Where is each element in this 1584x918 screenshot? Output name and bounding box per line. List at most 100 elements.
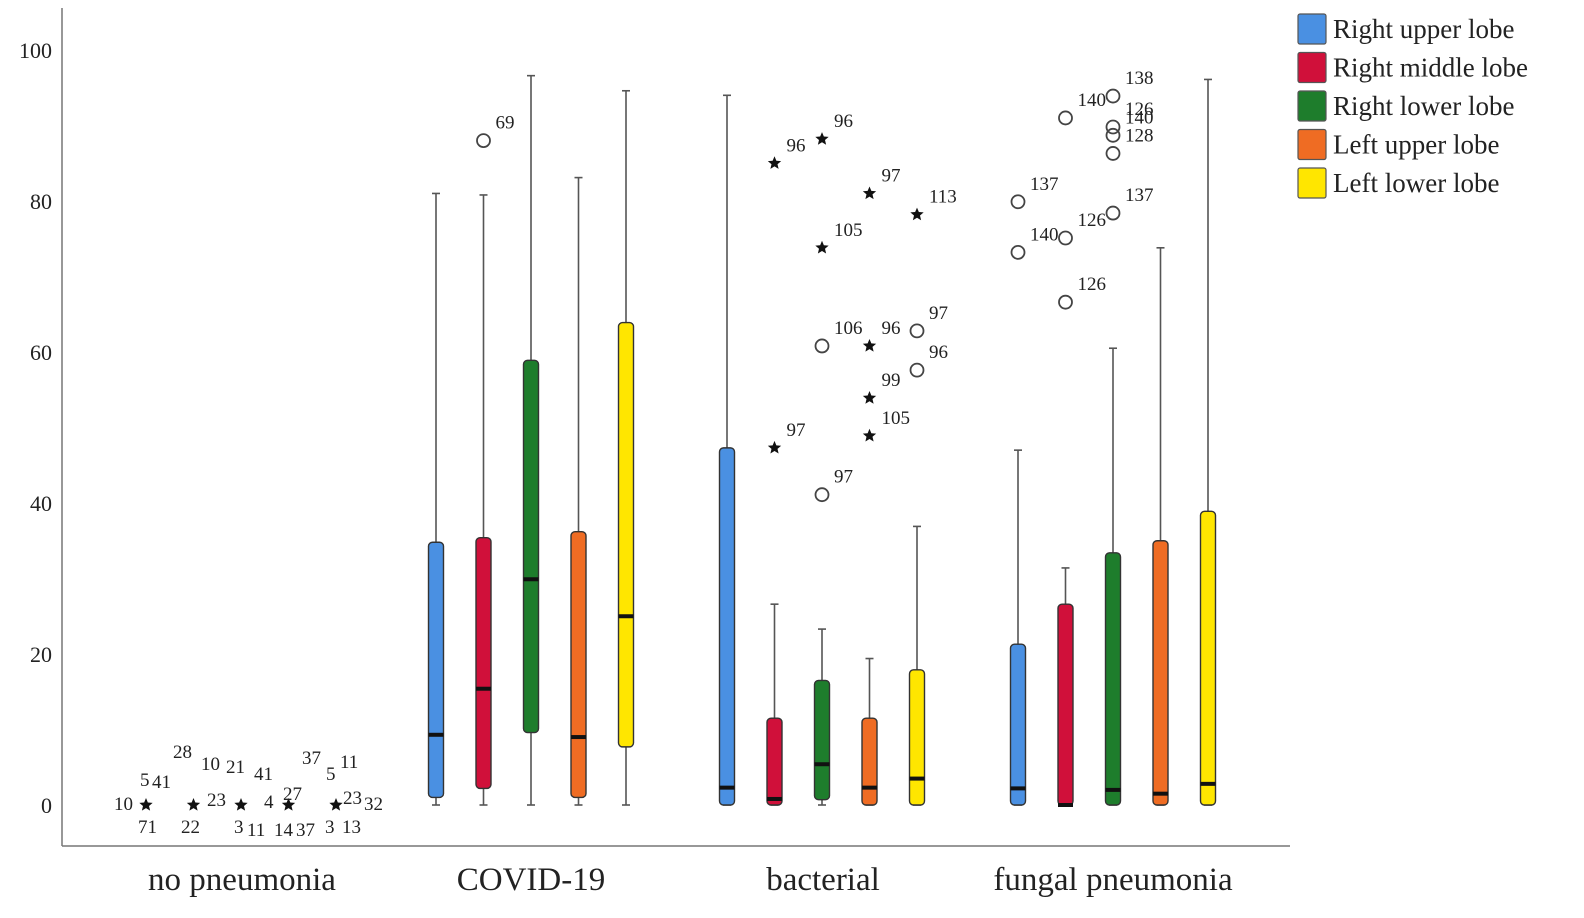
- case-label: 3: [325, 817, 335, 838]
- box: [1009, 643, 1027, 806]
- outlier-label: 69: [496, 113, 515, 134]
- outlier-star: [329, 798, 343, 811]
- box-plot: [522, 74, 540, 806]
- case-label: 10: [201, 754, 220, 775]
- outlier-star: [862, 391, 877, 404]
- outlier-circle: [1105, 119, 1121, 135]
- outlier-label: 96: [787, 135, 806, 156]
- box-plot: [908, 525, 926, 806]
- category-label: bacterial: [766, 862, 880, 898]
- box-plot: [475, 194, 492, 806]
- case-label: 41: [152, 772, 171, 793]
- outlier-label: 97: [882, 165, 901, 186]
- outlier-label: 137: [1125, 185, 1154, 206]
- legend-swatch: [1297, 167, 1327, 199]
- legend-swatch: [1297, 13, 1327, 45]
- outlier-star: [815, 240, 829, 254]
- outlier-label: 126: [1078, 210, 1107, 231]
- y-tick-label: 20: [30, 642, 52, 667]
- y-tick-label: 60: [30, 340, 52, 365]
- case-label: 14: [274, 820, 294, 841]
- box-plot: [570, 176, 587, 806]
- outlier-label: 113: [929, 187, 957, 208]
- legend-label: Right middle lobe: [1333, 53, 1528, 83]
- outlier-circle: [1010, 194, 1026, 210]
- legend: Right upper lobe Right middle lobe Right l…: [1297, 13, 1528, 199]
- case-label: 5: [326, 764, 336, 785]
- case-label: 21: [226, 757, 245, 778]
- outlier-label: 99: [882, 370, 901, 391]
- outlier-circle: [1010, 244, 1026, 260]
- outliers-layer: 6996979610510697979699105113979613714014…: [139, 68, 1154, 811]
- box-plot: [1199, 78, 1217, 806]
- axes: 0 20 40 60 80 100 no pneumonia COVID-19 bacteria…: [19, 8, 1290, 898]
- box: [1104, 552, 1122, 806]
- outlier-label: 97: [834, 467, 853, 488]
- outlier-label: 140: [1078, 90, 1107, 111]
- box-plot: [427, 192, 445, 806]
- y-tick-label: 100: [19, 38, 52, 63]
- outlier-star: [767, 440, 782, 454]
- outlier-label: 96: [834, 111, 853, 132]
- outlier-circle: [1105, 146, 1121, 161]
- legend-label: Right upper lobe: [1333, 14, 1514, 44]
- outlier-star: [186, 798, 201, 811]
- case-label: 5: [140, 770, 150, 791]
- case-label: 41: [254, 764, 273, 785]
- box: [522, 359, 540, 734]
- outlier-circle: [909, 362, 925, 378]
- category-label: no pneumonia: [148, 862, 336, 898]
- box-plot: [766, 603, 783, 806]
- case-label: 23: [343, 788, 362, 809]
- case-label: 22: [181, 817, 200, 838]
- outlier-star: [862, 186, 877, 200]
- box: [427, 541, 445, 799]
- legend-swatch: [1297, 128, 1327, 161]
- box-plot: [1057, 567, 1074, 807]
- outlier-circle: [909, 323, 925, 339]
- box-plot: [813, 628, 831, 806]
- case-label: 23: [207, 790, 226, 811]
- box: [766, 717, 783, 806]
- boxes-layer: [427, 74, 1217, 807]
- outlier-label: 140: [1030, 224, 1059, 245]
- box: [908, 669, 926, 806]
- case-label: 32: [364, 794, 383, 815]
- outlier-label: 137: [1030, 174, 1059, 195]
- case-label: 4: [264, 792, 274, 813]
- outlier-circle: [814, 487, 830, 503]
- box: [617, 321, 635, 748]
- outlier-circle: [1058, 230, 1073, 246]
- outlier-label: 128: [1125, 125, 1154, 146]
- outlier-star: [862, 428, 877, 442]
- box: [475, 537, 492, 790]
- box-plot: [617, 89, 635, 806]
- y-tick-label: 0: [41, 793, 52, 818]
- case-label: 37: [302, 748, 321, 769]
- outlier-label: 97: [787, 420, 806, 441]
- outlier-label: 97: [929, 303, 948, 324]
- box: [1199, 510, 1217, 806]
- box: [861, 717, 878, 806]
- outlier-star: [815, 132, 829, 145]
- outlier-circle: [814, 338, 830, 354]
- outlier-circle: [476, 133, 491, 149]
- outlier-star: [139, 798, 153, 811]
- outlier-label: 138: [1125, 68, 1154, 89]
- legend-label: Right lower lobe: [1333, 91, 1514, 121]
- outlier-circle: [1105, 205, 1121, 221]
- y-tick-label: 80: [30, 189, 52, 214]
- legend-swatch: [1297, 51, 1327, 84]
- case-label: 28: [173, 742, 192, 763]
- outlier-label: 126: [1078, 274, 1107, 295]
- outlier-label: 106: [834, 318, 863, 339]
- outlier-circle: [1105, 127, 1121, 143]
- box: [813, 679, 831, 801]
- outlier-star: [767, 156, 782, 169]
- case-label: 13: [342, 817, 361, 838]
- box: [1152, 540, 1169, 806]
- box: [570, 530, 587, 799]
- case-label: 37: [296, 820, 315, 841]
- case-label: 3: [234, 817, 244, 838]
